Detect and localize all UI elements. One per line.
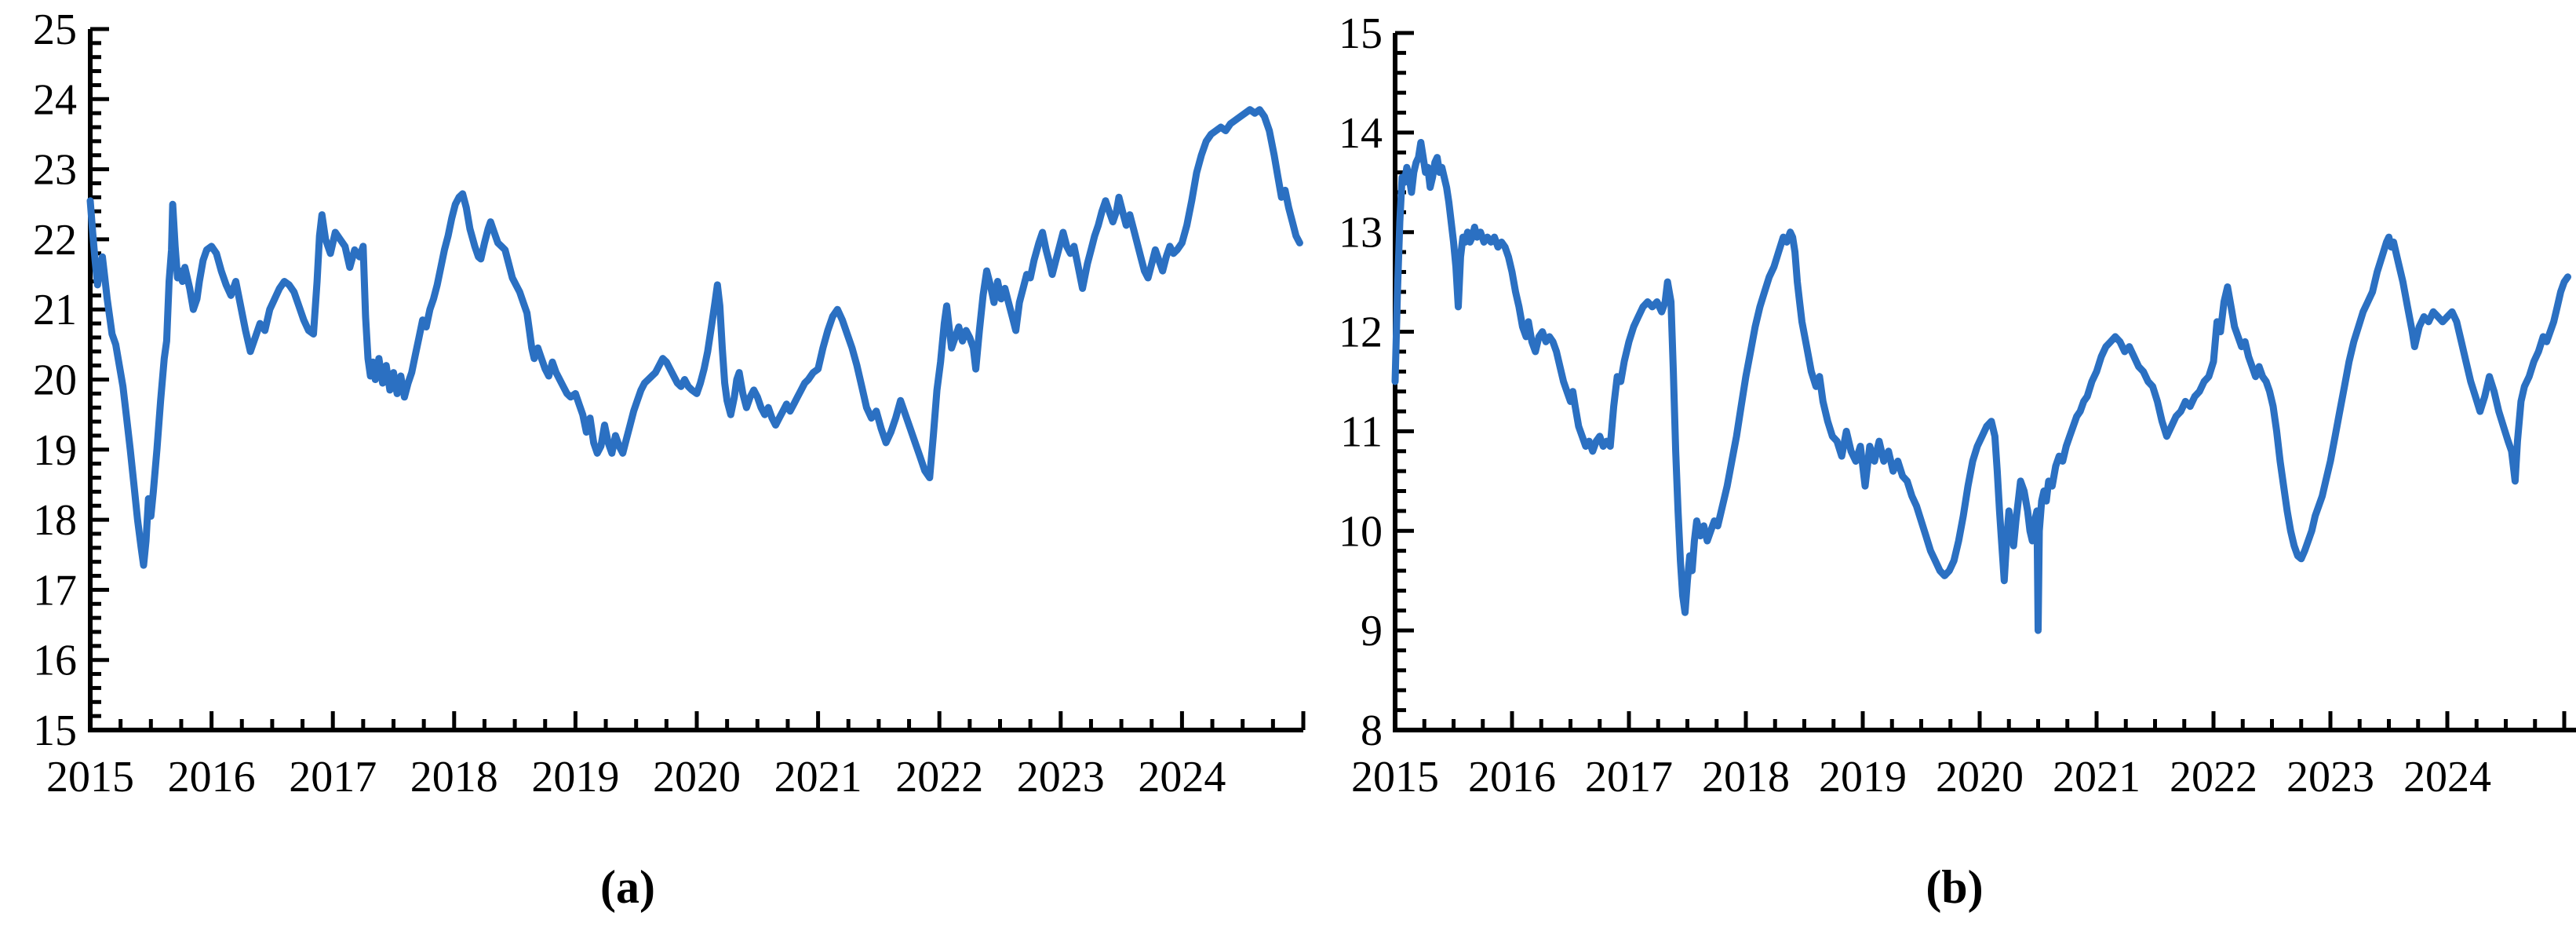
y-axis-ticks-a: 15 16 17 18 19 20 21 22 23 24 25 <box>33 5 109 755</box>
subfigure-caption-b: (b) <box>1926 861 1983 913</box>
x-tick-label: 2017 <box>1585 753 1673 801</box>
x-axis-ticks-a: 2015 2016 2017 2018 2019 2020 2021 2022 2023 2024 <box>46 711 1306 801</box>
x-tick-label: 2018 <box>410 753 498 801</box>
axis-b <box>1393 33 2576 732</box>
y-tick-label: 16 <box>33 637 77 685</box>
x-tick-label: 2018 <box>1702 753 1790 801</box>
y-tick-label: 12 <box>1339 309 1383 357</box>
series-line-a <box>86 106 1303 569</box>
subfigure-caption-a: (a) <box>600 861 655 913</box>
axis-a <box>88 29 1303 732</box>
y-tick-label: 24 <box>33 75 77 124</box>
y-tick-label: 19 <box>33 426 77 475</box>
y-tick-label: 9 <box>1361 607 1383 655</box>
y-tick-label: 15 <box>33 706 77 755</box>
y-tick-label: 13 <box>1339 209 1383 257</box>
y-tick-label: 21 <box>33 286 77 334</box>
x-tick-label: 2024 <box>1138 753 1226 801</box>
series-line-b <box>1391 139 2571 634</box>
y-tick-label: 22 <box>33 216 77 265</box>
x-tick-label: 2016 <box>1468 753 1556 801</box>
x-tick-label: 2015 <box>46 753 134 801</box>
x-tick-label: 2022 <box>895 753 983 801</box>
x-axis-ticks-b: 2015 2016 2017 2018 2019 2020 2021 2022 2023 2024 <box>1351 711 2567 801</box>
y-tick-label: 15 <box>1339 9 1383 58</box>
y-axis-ticks-b: 8 9 10 11 12 13 14 15 <box>1339 9 1414 755</box>
y-tick-label: 14 <box>1339 109 1383 158</box>
y-tick-label: 11 <box>1340 407 1383 456</box>
y-tick-label: 10 <box>1339 507 1383 556</box>
x-tick-label: 2022 <box>2170 753 2257 801</box>
x-tick-label: 2017 <box>289 753 377 801</box>
y-tick-label: 17 <box>33 566 77 615</box>
x-tick-label: 2015 <box>1351 753 1439 801</box>
x-tick-label: 2016 <box>168 753 256 801</box>
x-tick-label: 2024 <box>2403 753 2491 801</box>
y-tick-label: 20 <box>33 356 77 405</box>
y-tick-label: 18 <box>33 496 77 545</box>
x-tick-label: 2023 <box>1017 753 1105 801</box>
x-tick-label: 2023 <box>2286 753 2374 801</box>
y-tick-label: 8 <box>1361 706 1383 755</box>
y-tick-label: 23 <box>33 146 77 195</box>
x-tick-label: 2019 <box>1819 753 1907 801</box>
y-tick-label: 25 <box>33 5 77 54</box>
x-tick-label: 2020 <box>1936 753 2024 801</box>
x-tick-label: 2021 <box>774 753 862 801</box>
x-tick-label: 2020 <box>653 753 741 801</box>
x-tick-label: 2019 <box>531 753 619 801</box>
x-tick-label: 2021 <box>2053 753 2141 801</box>
